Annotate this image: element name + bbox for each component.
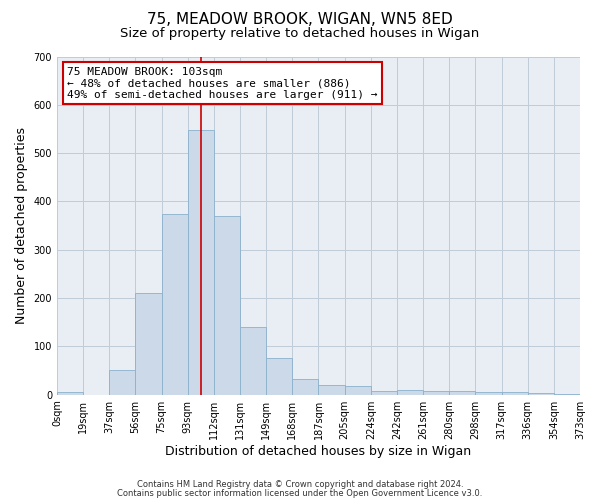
Bar [292, 379, 319, 394]
Bar [502, 392, 527, 394]
Text: 75 MEADOW BROOK: 103sqm
← 48% of detached houses are smaller (886)
49% of semi-d: 75 MEADOW BROOK: 103sqm ← 48% of detache… [67, 66, 378, 100]
X-axis label: Distribution of detached houses by size in Wigan: Distribution of detached houses by size … [166, 444, 472, 458]
Bar [397, 390, 423, 394]
Bar [344, 386, 371, 394]
Y-axis label: Number of detached properties: Number of detached properties [15, 127, 28, 324]
Bar [136, 293, 161, 394]
Text: 75, MEADOW BROOK, WIGAN, WN5 8ED: 75, MEADOW BROOK, WIGAN, WN5 8ED [147, 12, 453, 28]
Bar [57, 392, 83, 394]
Text: Contains HM Land Registry data © Crown copyright and database right 2024.: Contains HM Land Registry data © Crown c… [137, 480, 463, 489]
Bar [423, 391, 449, 394]
Bar [449, 392, 475, 394]
Bar [188, 130, 214, 394]
Bar [214, 216, 240, 394]
Bar [319, 385, 344, 394]
Text: Contains public sector information licensed under the Open Government Licence v3: Contains public sector information licen… [118, 488, 482, 498]
Text: Size of property relative to detached houses in Wigan: Size of property relative to detached ho… [121, 28, 479, 40]
Bar [161, 214, 188, 394]
Bar [240, 327, 266, 394]
Bar [266, 358, 292, 394]
Bar [475, 392, 502, 394]
Bar [109, 370, 136, 394]
Bar [371, 391, 397, 394]
